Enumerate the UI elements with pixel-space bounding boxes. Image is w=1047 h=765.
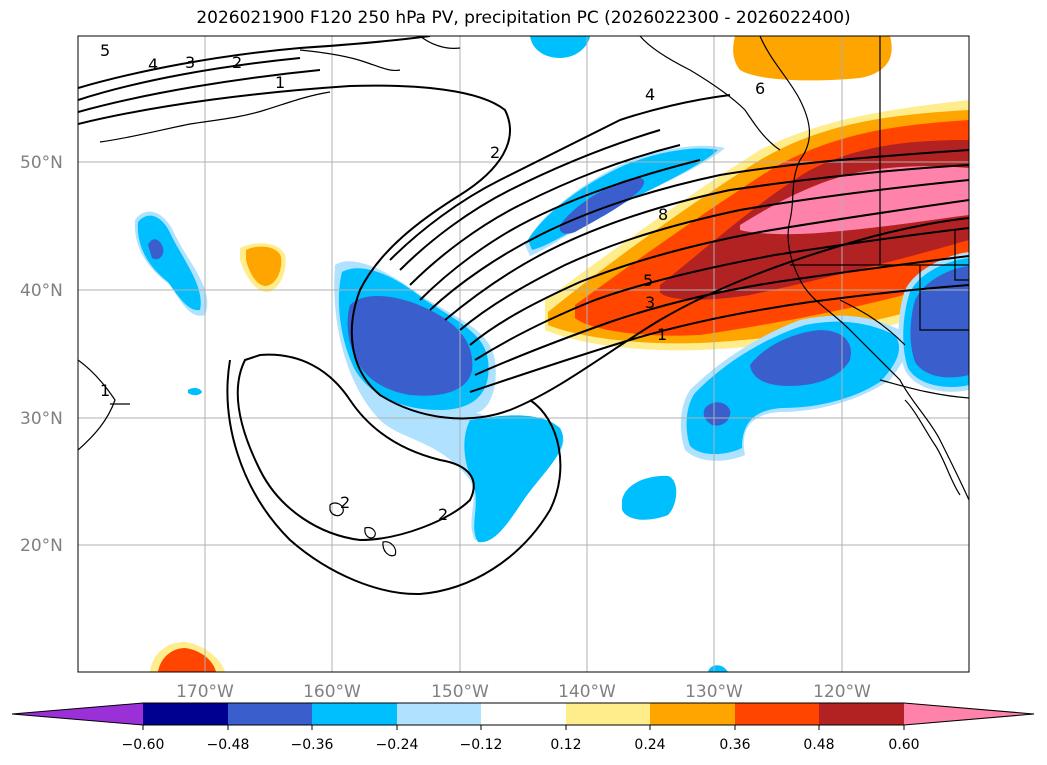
lon-label: 120°W bbox=[813, 682, 871, 702]
lat-label: 40°N bbox=[20, 281, 63, 301]
negative-west bbox=[137, 215, 201, 311]
negative-north-small bbox=[530, 36, 590, 58]
colorbar-tick-label: −0.24 bbox=[376, 737, 419, 753]
contour-label: 8 bbox=[658, 205, 668, 224]
colorbar-bin bbox=[228, 703, 312, 725]
colorbar-bin bbox=[566, 703, 650, 725]
colorbar-bin bbox=[481, 703, 566, 725]
colorbar-tick-label: 0.12 bbox=[550, 737, 581, 753]
lon-label: 140°W bbox=[558, 682, 616, 702]
colorbar-tick-label: 0.24 bbox=[634, 737, 665, 753]
negative-east-core bbox=[750, 330, 851, 386]
contour-label: 3 bbox=[645, 293, 655, 312]
contour-label: 5 bbox=[643, 271, 653, 290]
contour-label: 2 bbox=[232, 53, 242, 72]
colorbar-bin bbox=[650, 703, 735, 725]
negative-south-tiny bbox=[708, 665, 728, 672]
lat-label: 50°N bbox=[20, 153, 63, 173]
contour-label: 1 bbox=[657, 325, 667, 344]
colorbar-bin bbox=[735, 703, 819, 725]
colorbar-bin bbox=[312, 703, 397, 725]
negative-far-east-core bbox=[910, 266, 969, 378]
contour-label: 2 bbox=[490, 143, 500, 162]
negative-west-core bbox=[148, 239, 164, 260]
colorbar-bin bbox=[143, 703, 228, 725]
negative-tail bbox=[464, 415, 563, 543]
colorbar-tick-label: −0.48 bbox=[207, 737, 250, 753]
negative-tiny-dot bbox=[188, 387, 202, 396]
longitude-labels: 170°W 160°W 150°W 140°W 130°W 120°W bbox=[176, 682, 871, 702]
colorbar-under-extension bbox=[12, 703, 143, 725]
contour-label: 2 bbox=[340, 493, 350, 512]
contour-label: 4 bbox=[148, 55, 158, 74]
colorbar-bin bbox=[819, 703, 904, 725]
colorbar-tick-label: 0.36 bbox=[719, 737, 750, 753]
colorbar-tick-label: −0.12 bbox=[460, 737, 503, 753]
lat-label: 30°N bbox=[20, 409, 63, 429]
pv-contours bbox=[78, 36, 969, 596]
lat-label: 20°N bbox=[20, 536, 63, 556]
negative-central-dark bbox=[347, 295, 473, 396]
colorbar-over-extension bbox=[904, 703, 1034, 725]
contour-label: 4 bbox=[645, 85, 655, 104]
precipitation-shading bbox=[134, 36, 969, 672]
colorbar: −0.60 −0.48 −0.36 −0.24 −0.12 0.12 0.24 … bbox=[11, 702, 1035, 753]
colorbar-tick-label: −0.36 bbox=[291, 737, 334, 753]
positive-patch-north bbox=[733, 36, 892, 81]
lon-label: 150°W bbox=[431, 682, 489, 702]
positive-patch-central-core bbox=[246, 246, 282, 286]
colorbar-tick-label: −0.60 bbox=[122, 737, 165, 753]
lon-label: 130°W bbox=[685, 682, 743, 702]
plot-frame bbox=[77, 35, 970, 673]
contour-label: 3 bbox=[185, 53, 195, 72]
contour-label: 1 bbox=[100, 381, 110, 400]
map-title: 2026021900 F120 250 hPa PV, precipitatio… bbox=[196, 8, 851, 28]
colorbar-tick-label: 0.48 bbox=[803, 737, 834, 753]
negative-east-core-small bbox=[703, 402, 731, 426]
contour-label: 2 bbox=[438, 505, 448, 524]
colorbar-bin bbox=[397, 703, 481, 725]
contour-label: 1 bbox=[275, 73, 285, 92]
contour-label: 6 bbox=[755, 79, 765, 98]
colorbar-tick-label: 0.60 bbox=[888, 737, 919, 753]
contour-labels: 5 4 3 2 1 2 4 6 8 5 3 1 1 2 2 bbox=[100, 41, 765, 524]
lon-label: 160°W bbox=[303, 682, 361, 702]
latitude-labels: 50°N 40°N 30°N 20°N bbox=[20, 153, 63, 556]
positive-pink-band bbox=[740, 166, 969, 235]
lon-label: 170°W bbox=[176, 682, 234, 702]
positive-patch-south-core bbox=[158, 648, 216, 672]
negative-south-patch bbox=[622, 475, 677, 520]
negative-arc-north-core bbox=[559, 177, 645, 234]
contour-label: 5 bbox=[100, 41, 110, 60]
